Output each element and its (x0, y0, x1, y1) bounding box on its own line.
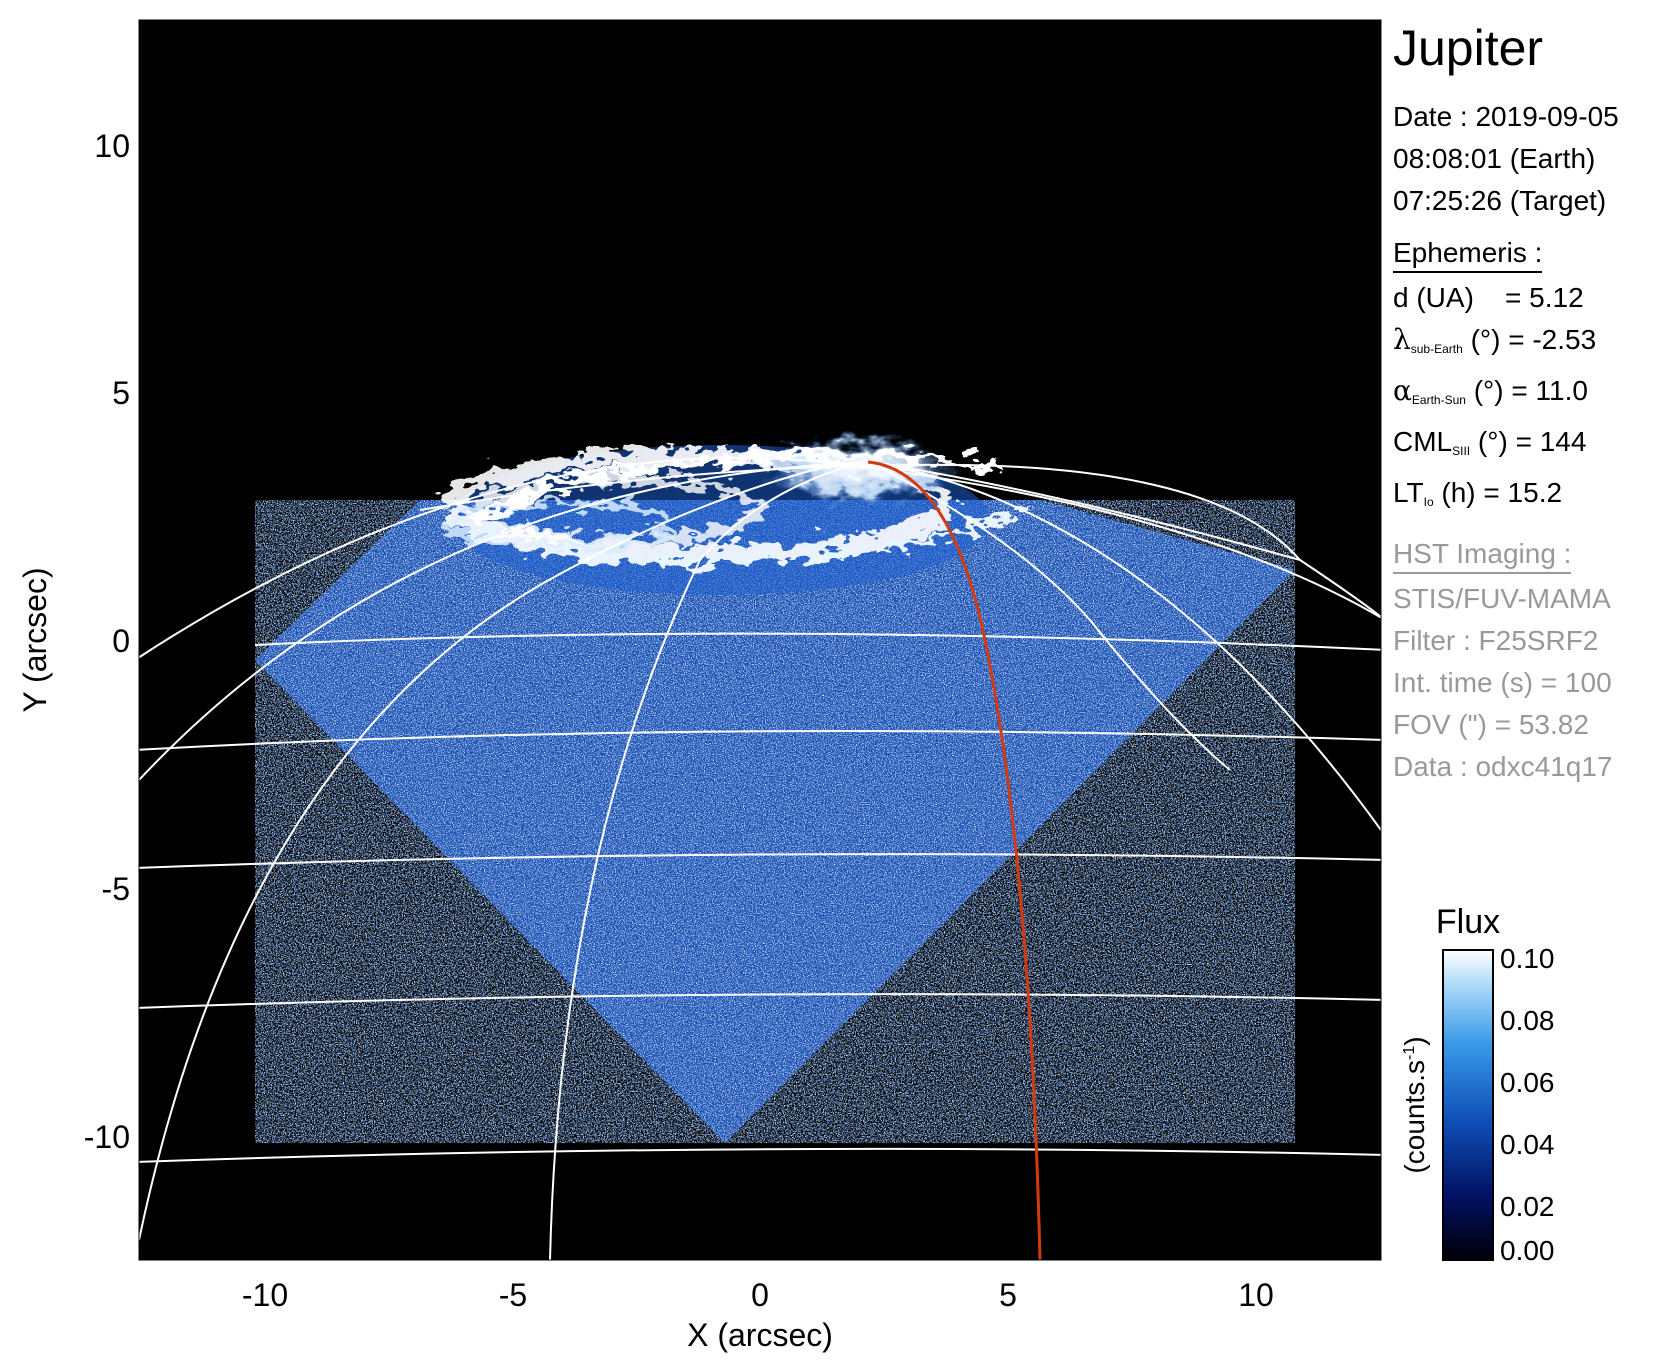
y-tick-label: 10 (94, 128, 130, 164)
planet-title: Jupiter (1393, 20, 1544, 76)
colorbar-tick: 0.06 (1500, 1067, 1555, 1098)
y-axis-label: Y (arcsec) (17, 567, 53, 712)
y-tick-label: 0 (112, 623, 130, 659)
info-panel: Jupiter Date : 2019-09-05 08:08:01 (Eart… (1393, 18, 1673, 788)
time-target-line: 07:25:26 (Target) (1393, 185, 1607, 216)
y-tick-label: 5 (112, 375, 130, 411)
ephemeris-header: Ephemeris : (1393, 235, 1543, 273)
x-tick-label: -10 (242, 1277, 288, 1313)
colorbar-tick: 0.10 (1500, 943, 1555, 974)
ephemeris-cml: CMLSIII (°) = 144 (1393, 426, 1587, 458)
colorbar-tick: 0.02 (1500, 1191, 1555, 1222)
disk-image (255, 500, 1295, 1143)
x-tick-label: 10 (1238, 1277, 1274, 1313)
ephemeris-lambda: λsub-Earth (°) = -2.53 (1393, 323, 1597, 356)
colorbar: Flux 0.10 0.08 0.06 0.04 0.02 0.00 (coun… (1399, 903, 1555, 1266)
coordinate-grid (139, 456, 1381, 1260)
colorbar-tick: 0.08 (1500, 1005, 1555, 1036)
hst-dataset: Data : odxc41q17 (1393, 751, 1613, 782)
ephemeris-distance: d (UA) = 5.12 (1393, 282, 1584, 313)
date-line: Date : 2019-09-05 (1393, 101, 1619, 132)
aurora-emission (442, 435, 1022, 595)
time-earth-line: 08:08:01 (Earth) (1393, 143, 1596, 174)
y-tick-label: -5 (102, 871, 130, 907)
colorbar-axis-label: (counts.s-1) (1399, 1036, 1430, 1173)
colorbar-tick: 0.00 (1500, 1235, 1555, 1266)
hst-int-time: Int. time (s) = 100 (1393, 667, 1612, 698)
x-tick-label: 5 (999, 1277, 1017, 1313)
ephemeris-alpha: αEarth-Sun (°) = 11.0 (1393, 374, 1588, 407)
colorbar-gradient (1442, 949, 1494, 1261)
footprint-curve (867, 460, 1042, 1260)
hst-instrument: STIS/FUV-MAMA (1393, 583, 1611, 614)
x-tick-label: 0 (751, 1277, 769, 1313)
x-axis-label: X (arcsec) (687, 1317, 833, 1353)
colorbar-title: Flux (1436, 903, 1500, 941)
y-axis: 10 5 0 -5 -10 Y (arcsec) (17, 128, 130, 1155)
x-tick-label: -5 (499, 1277, 527, 1313)
hst-header: HST Imaging : (1393, 536, 1572, 574)
ephemeris-lt: LTIo (h) = 15.2 (1393, 477, 1563, 509)
hst-fov: FOV (") = 53.82 (1393, 709, 1589, 740)
hst-filter: Filter : F25SRF2 (1393, 625, 1599, 656)
plot-frame (138, 19, 1382, 1261)
x-axis: -10 -5 0 5 10 X (arcsec) (242, 1277, 1274, 1353)
y-tick-label: -10 (84, 1119, 130, 1155)
colorbar-tick: 0.04 (1500, 1129, 1555, 1160)
